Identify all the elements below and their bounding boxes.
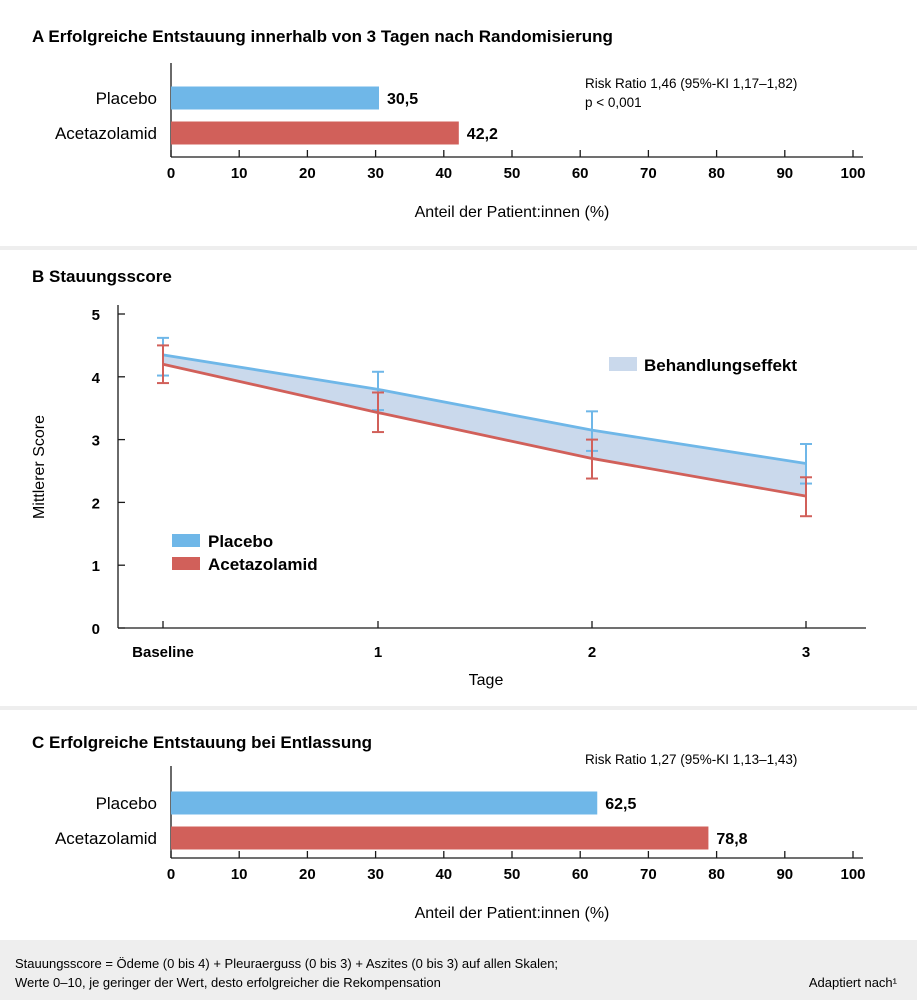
panel-a-xtick-label: 10 bbox=[231, 165, 248, 182]
panel-c-bar bbox=[171, 826, 709, 850]
panel-a-bar bbox=[171, 121, 459, 145]
panel-c-risk-ratio: Risk Ratio 1,27 (95%-KI 1,13–1,43) bbox=[585, 752, 797, 767]
panel-a-xtick-label: 0 bbox=[167, 165, 175, 182]
panel-c-xtick-label: 10 bbox=[231, 866, 248, 883]
panel-c-xtick-label: 90 bbox=[776, 866, 793, 883]
panel-b-chart: 0 1 2 3 4 5 Baseline 1 2 3 bbox=[92, 305, 866, 661]
panel-a-value-label: 30,5 bbox=[387, 91, 418, 108]
panel-b-ytick-label: 2 bbox=[92, 495, 100, 512]
panel-b-xtick-label: 3 bbox=[802, 644, 810, 661]
panel-b-ylabel: Mittlerer Score bbox=[31, 415, 48, 519]
panel-a-xtick-label: 70 bbox=[640, 165, 657, 182]
panel-a-value-label: 42,2 bbox=[467, 126, 498, 143]
panel-c-xtick-label: 20 bbox=[299, 866, 316, 883]
panel-c-xtick-label: 60 bbox=[572, 866, 589, 883]
legend-band-label: Behandlungseffekt bbox=[644, 356, 797, 375]
panel-b-xtick-label: 1 bbox=[374, 644, 382, 661]
panel-a-xlabel: Anteil der Patient:innen (%) bbox=[415, 204, 610, 221]
panel-b-ytick-label: 0 bbox=[92, 621, 100, 638]
acetazolamid-series-line bbox=[162, 362, 807, 498]
legend-placebo-label: Placebo bbox=[208, 532, 273, 551]
panel-c-xtick-label: 50 bbox=[504, 866, 521, 883]
panel-b-ytick-label: 4 bbox=[92, 370, 101, 387]
panel-a-xtick-label: 90 bbox=[776, 165, 793, 182]
panel-c-xtick-label: 100 bbox=[840, 866, 865, 883]
panel-b-ytick-label: 5 bbox=[92, 307, 100, 324]
treatment-effect-band bbox=[163, 354, 806, 497]
panel-a-p-value: p < 0,001 bbox=[585, 95, 642, 110]
panel-c-xtick-label: 40 bbox=[435, 866, 452, 883]
legend-band-swatch bbox=[609, 357, 637, 371]
legend-acetazolamid-swatch bbox=[172, 557, 200, 570]
footnote-line-1: Stauungsscore = Ödeme (0 bis 4) + Pleura… bbox=[15, 956, 558, 971]
panel-a-xtick-label: 20 bbox=[299, 165, 316, 182]
panel-a-category-label: Placebo bbox=[96, 89, 157, 108]
panel-a-chart: 0 10 20 30 40 50 60 70 80 90 100 Placebo 30,5 Acetazo… bbox=[55, 63, 866, 182]
panel-c-value-label: 78,8 bbox=[716, 831, 747, 848]
panel-c-xtick-label: 80 bbox=[708, 866, 725, 883]
panel-a-xtick-label: 100 bbox=[840, 165, 865, 182]
panel-a-title: A Erfolgreiche Entstauung innerhalb von … bbox=[32, 27, 613, 46]
panel-c-title: C Erfolgreiche Entstauung bei Entlassung bbox=[32, 733, 372, 752]
panel-c-value-label: 62,5 bbox=[605, 796, 636, 813]
panel-b-title: B Stauungsscore bbox=[32, 267, 172, 286]
placebo-series-line bbox=[162, 353, 807, 465]
panel-a-bar bbox=[171, 86, 380, 110]
panel-c-category-label: Placebo bbox=[96, 794, 157, 813]
legend-acetazolamid-label: Acetazolamid bbox=[208, 555, 318, 574]
panel-c-chart: 0 10 20 30 40 50 60 70 80 90 100 Placebo 62,5 Acetazo… bbox=[55, 766, 866, 883]
panel-b-ytick-label: 3 bbox=[92, 433, 100, 450]
legend-placebo-swatch bbox=[172, 534, 200, 547]
panel-c-xtick-label: 70 bbox=[640, 866, 657, 883]
panel-c-xtick-label: 0 bbox=[167, 866, 175, 883]
panel-c-xtick-label: 30 bbox=[367, 866, 384, 883]
panel-c-bar bbox=[171, 791, 598, 815]
panel-c-xlabel: Anteil der Patient:innen (%) bbox=[415, 905, 610, 922]
footnote-source: Adaptiert nach¹ bbox=[809, 975, 898, 990]
panel-a-xtick-label: 40 bbox=[435, 165, 452, 182]
panel-b-xlabel: Tage bbox=[469, 672, 504, 689]
footnote-line-2: Werte 0–10, je geringer der Wert, desto … bbox=[15, 975, 441, 990]
panel-c-category-label: Acetazolamid bbox=[55, 829, 157, 848]
panel-b-xtick-label: Baseline bbox=[132, 644, 194, 661]
panel-b-ytick-label: 1 bbox=[92, 558, 100, 575]
panel-a-xtick-label: 50 bbox=[504, 165, 521, 182]
panel-a-xtick-label: 30 bbox=[367, 165, 384, 182]
panel-a-category-label: Acetazolamid bbox=[55, 124, 157, 143]
panel-c-background bbox=[0, 710, 917, 940]
panel-a-xtick-label: 60 bbox=[572, 165, 589, 182]
panel-b-xtick-label: 2 bbox=[588, 644, 596, 661]
panel-a-xtick-label: 80 bbox=[708, 165, 725, 182]
panel-a-risk-ratio: Risk Ratio 1,46 (95%-KI 1,17–1,82) bbox=[585, 76, 797, 91]
